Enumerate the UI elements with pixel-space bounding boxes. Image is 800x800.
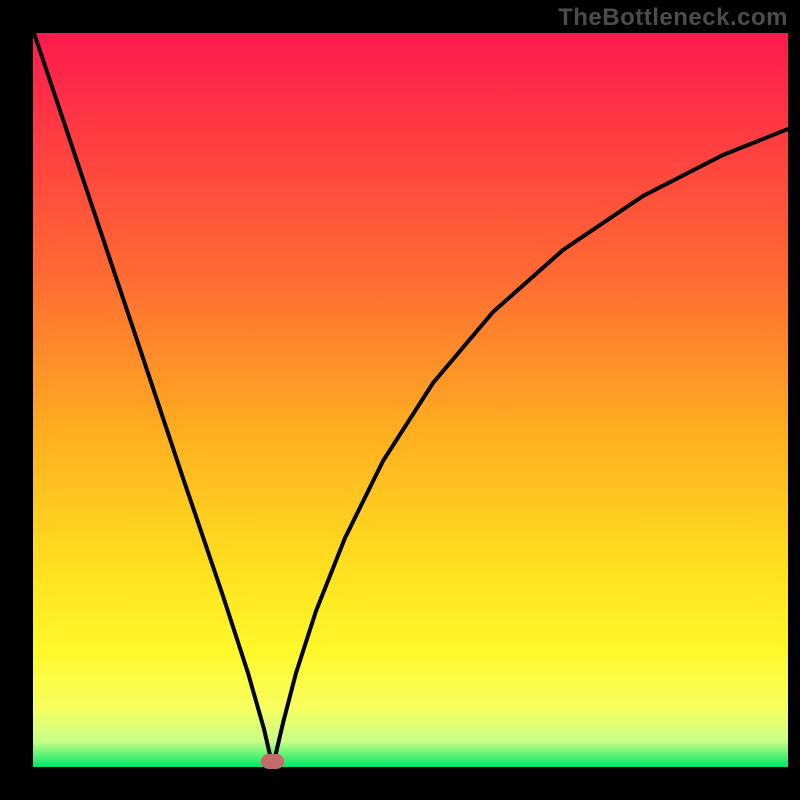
curve-right-branch [274,129,789,767]
watermark-text: TheBottleneck.com [558,4,788,32]
curve-left-branch [34,33,272,767]
chart-canvas: TheBottleneck.com [0,0,800,800]
minimum-marker [261,754,284,769]
plot-area [33,33,788,767]
bottleneck-curve [33,33,788,767]
